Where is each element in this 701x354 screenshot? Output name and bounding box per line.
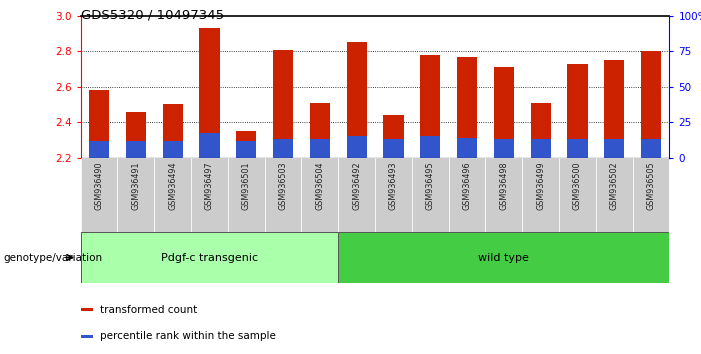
Bar bbox=[265, 158, 301, 232]
Bar bbox=[273, 139, 293, 158]
Bar bbox=[199, 133, 219, 158]
Bar bbox=[199, 28, 219, 158]
Bar bbox=[346, 136, 367, 158]
Bar bbox=[163, 141, 183, 158]
Bar bbox=[494, 139, 514, 158]
Text: GSM936491: GSM936491 bbox=[131, 161, 140, 210]
Text: transformed count: transformed count bbox=[100, 305, 198, 315]
Bar bbox=[310, 139, 330, 158]
Bar bbox=[567, 139, 587, 158]
Bar bbox=[191, 158, 228, 232]
Bar bbox=[485, 158, 522, 232]
Bar bbox=[81, 232, 338, 283]
Text: GSM936493: GSM936493 bbox=[389, 161, 398, 210]
Bar bbox=[567, 64, 587, 158]
Bar bbox=[338, 232, 669, 283]
Bar bbox=[604, 139, 625, 158]
Bar bbox=[301, 158, 338, 232]
Bar bbox=[125, 112, 146, 158]
Bar bbox=[89, 90, 109, 158]
Bar bbox=[118, 158, 154, 232]
Bar bbox=[228, 158, 265, 232]
Bar bbox=[596, 158, 632, 232]
Bar bbox=[81, 335, 93, 338]
Bar bbox=[604, 60, 625, 158]
Text: GSM936494: GSM936494 bbox=[168, 161, 177, 210]
Bar bbox=[494, 67, 514, 158]
Bar bbox=[81, 308, 93, 312]
Bar bbox=[420, 136, 440, 158]
Text: GDS5320 / 10497345: GDS5320 / 10497345 bbox=[81, 9, 224, 22]
Text: GSM936498: GSM936498 bbox=[499, 161, 508, 210]
Bar bbox=[273, 50, 293, 158]
Bar bbox=[531, 103, 551, 158]
Bar bbox=[236, 131, 257, 158]
Text: GSM936502: GSM936502 bbox=[610, 161, 619, 210]
Bar bbox=[457, 57, 477, 158]
Bar bbox=[125, 141, 146, 158]
Text: GSM936490: GSM936490 bbox=[95, 161, 104, 210]
Text: GSM936497: GSM936497 bbox=[205, 161, 214, 210]
Text: GSM936496: GSM936496 bbox=[463, 161, 472, 210]
Bar bbox=[559, 158, 596, 232]
Text: wild type: wild type bbox=[478, 252, 529, 263]
Bar bbox=[346, 42, 367, 158]
Bar bbox=[457, 138, 477, 158]
Bar bbox=[89, 141, 109, 158]
Bar bbox=[383, 115, 404, 158]
Text: GSM936500: GSM936500 bbox=[573, 161, 582, 210]
Text: GSM936504: GSM936504 bbox=[315, 161, 325, 210]
Bar bbox=[338, 158, 375, 232]
Text: GSM936501: GSM936501 bbox=[242, 161, 251, 210]
Bar bbox=[375, 158, 412, 232]
Text: Pdgf-c transgenic: Pdgf-c transgenic bbox=[161, 252, 258, 263]
Bar bbox=[383, 139, 404, 158]
Bar bbox=[632, 158, 669, 232]
Bar bbox=[420, 55, 440, 158]
Text: GSM936499: GSM936499 bbox=[536, 161, 545, 210]
Bar bbox=[310, 103, 330, 158]
Text: GSM936505: GSM936505 bbox=[646, 161, 655, 210]
Text: genotype/variation: genotype/variation bbox=[4, 252, 102, 263]
Bar bbox=[154, 158, 191, 232]
Bar bbox=[531, 139, 551, 158]
Text: GSM936503: GSM936503 bbox=[278, 161, 287, 210]
Bar bbox=[449, 158, 485, 232]
Bar bbox=[641, 51, 661, 158]
Bar bbox=[641, 139, 661, 158]
Text: percentile rank within the sample: percentile rank within the sample bbox=[100, 331, 276, 341]
Text: GSM936495: GSM936495 bbox=[426, 161, 435, 210]
Bar bbox=[163, 104, 183, 158]
Bar bbox=[522, 158, 559, 232]
Bar bbox=[81, 158, 118, 232]
Bar bbox=[236, 141, 257, 158]
Bar bbox=[412, 158, 449, 232]
Text: GSM936492: GSM936492 bbox=[352, 161, 361, 210]
